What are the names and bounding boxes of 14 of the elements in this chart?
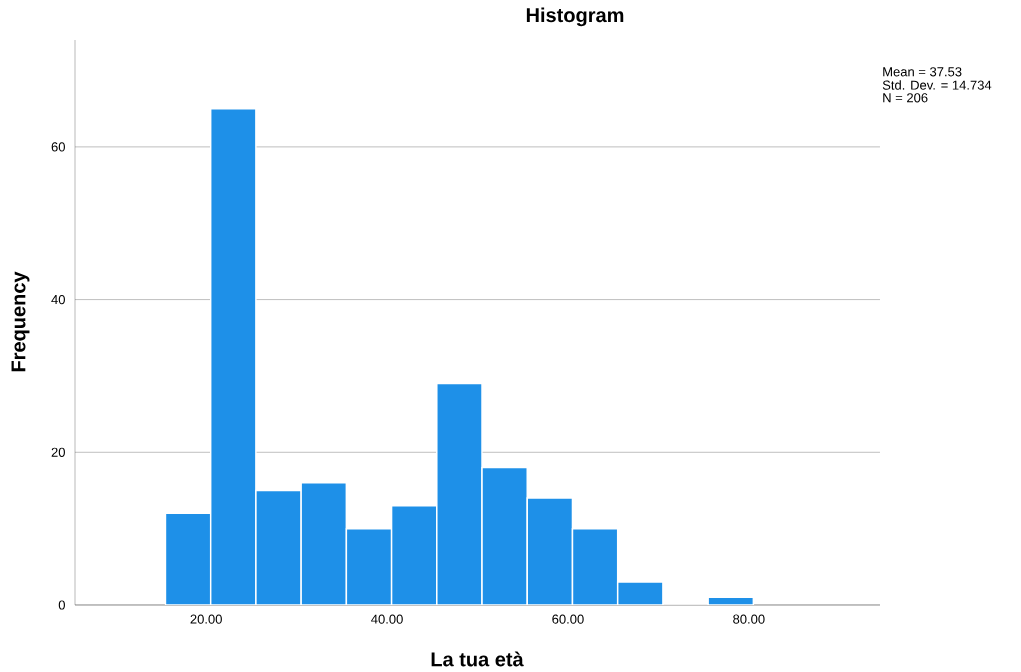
chart-title: Histogram [526,7,624,27]
y-tick-label: 60 [51,142,65,152]
y-axis-title: Frequency [11,271,30,372]
text: Std. Dev. = 14.734 [882,80,992,90]
y-tick-label: 0 [58,600,65,610]
y-tick-label: 20 [51,447,65,457]
x-axis-title: La tua età [431,651,524,667]
x-tick-label: 80.00 [733,614,765,624]
x-tick-label: 20.00 [190,614,222,624]
text: Mean = 37.53 [883,67,962,77]
x-tick-label: 40.00 [371,614,403,624]
x-tick-label: 60.00 [552,614,584,624]
y-tick-label: 40 [51,294,65,305]
text: N = 206 [883,93,928,103]
